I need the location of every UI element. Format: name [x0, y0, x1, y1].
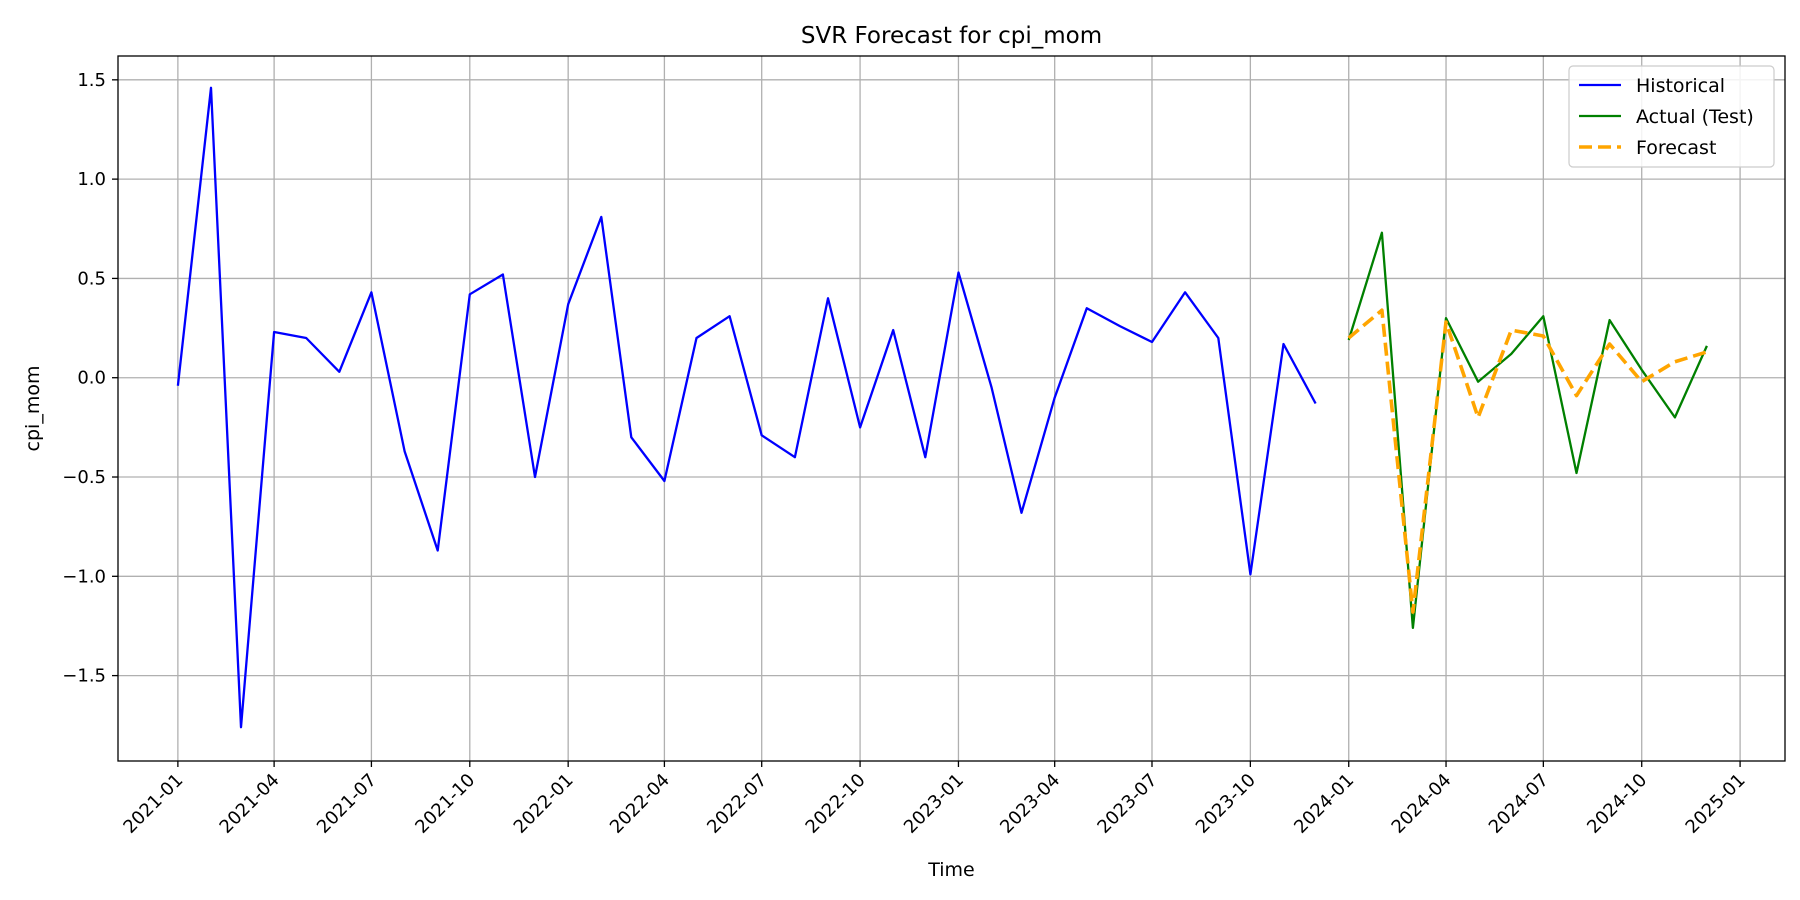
y-tick-label: −1.5	[62, 666, 106, 687]
legend-label: Actual (Test)	[1636, 106, 1754, 128]
plot-frame	[117, 55, 1786, 762]
y-tick-label: −1.0	[62, 566, 106, 587]
y-tick-label: 0.5	[77, 268, 106, 289]
y-tick-label: 0.0	[77, 368, 106, 389]
y-tick-label: 1.0	[77, 169, 106, 190]
series-line-forecast	[1347, 308, 1708, 614]
y-tick-label: −0.5	[62, 467, 106, 488]
x-axis-title: Time	[927, 859, 975, 881]
legend: Historical Actual (Test) Forecast	[1568, 65, 1775, 168]
series-line-historical	[176, 86, 1317, 729]
y-axis-title: cpi_mom	[22, 366, 44, 452]
chart-title: SVR Forecast for cpi_mom	[801, 23, 1102, 49]
series-layer	[176, 86, 1708, 729]
legend-label: Forecast	[1636, 137, 1716, 159]
legend-box	[1568, 65, 1775, 168]
y-tick-label: 1.5	[77, 70, 106, 91]
legend-label: Historical	[1636, 75, 1725, 97]
grid	[118, 56, 1785, 761]
